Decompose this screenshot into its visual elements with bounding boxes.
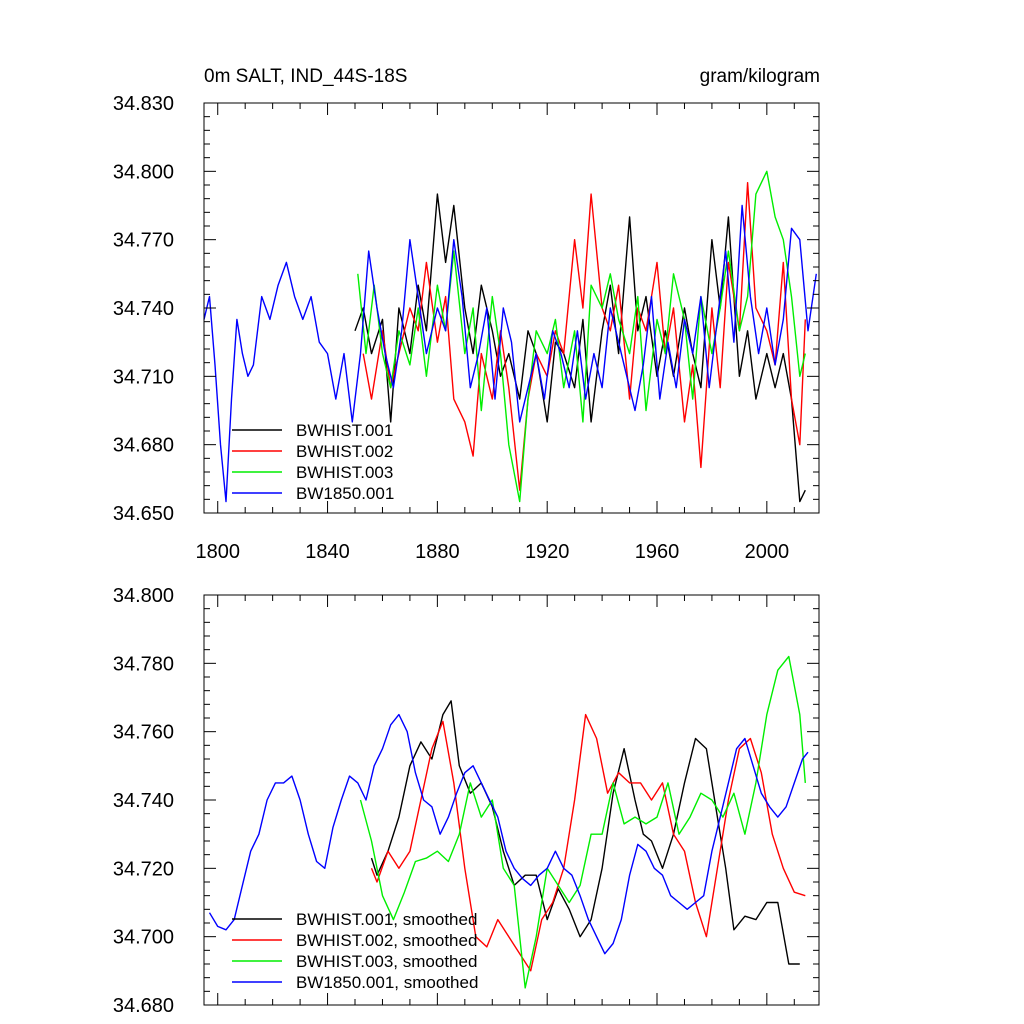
- series-line-3: [359, 655, 806, 989]
- legend-label: BWHIST.003, smoothed: [296, 952, 477, 971]
- series-lines: [203, 170, 817, 503]
- x-tick-label: 1800: [195, 541, 240, 563]
- y-tick-label: 34.780: [113, 653, 174, 675]
- y-tick-label: 34.680: [113, 995, 174, 1017]
- legend-label: BWHIST.002: [296, 442, 393, 461]
- legend-label: BWHIST.003: [296, 463, 393, 482]
- x-tick-label: 1840: [305, 541, 350, 563]
- top-panel: 0m SALT, IND_44S-18S gram/kilogram 34.65…: [113, 66, 820, 563]
- x-tick-label: 2000: [745, 541, 790, 563]
- x-tick-label: 1920: [525, 541, 570, 563]
- legend: BWHIST.001, smoothed BWHIST.002, smoothed…: [232, 910, 478, 992]
- y-tick-label: 34.680: [113, 435, 174, 457]
- y-tick-label: 34.650: [113, 503, 174, 525]
- series-line-4: [208, 713, 809, 955]
- legend: BWHIST.001 BWHIST.002 BWHIST.003 BW1850.001: [232, 421, 394, 503]
- y-tick-label: 34.710: [113, 366, 174, 388]
- y-tick-label: 34.770: [113, 230, 174, 252]
- bottom-panel: 34.680 34.700 34.720 34.740 34.760 34.780 34.8…: [113, 585, 820, 1017]
- series-line-3: [357, 170, 806, 503]
- legend-label: BWHIST.001: [296, 421, 393, 440]
- x-tick-label: 1960: [635, 541, 680, 563]
- series-lines: [208, 655, 809, 989]
- y-tick-label: 34.720: [113, 858, 174, 880]
- legend-label: BWHIST.001, smoothed: [296, 910, 477, 929]
- y-tick-labels: 34.650 34.680 34.710 34.740 34.770 34.800 34.8…: [113, 93, 174, 525]
- y-tick-label: 34.700: [113, 927, 174, 949]
- series-line-4: [203, 204, 817, 503]
- tick-marks: [204, 102, 819, 514]
- x-tick-labels: 1800 1840 1880 1920 1960 2000: [195, 541, 789, 563]
- chart-title-right: gram/kilogram: [700, 66, 820, 87]
- y-tick-label: 34.740: [113, 790, 174, 812]
- y-tick-label: 34.800: [113, 161, 174, 183]
- y-tick-label: 34.830: [113, 93, 174, 115]
- y-tick-label: 34.800: [113, 585, 174, 607]
- x-tick-label: 1880: [415, 541, 460, 563]
- series-line-2: [370, 713, 806, 972]
- tick-marks: [204, 594, 819, 1006]
- chart-title-left: 0m SALT, IND_44S-18S: [204, 66, 407, 87]
- y-tick-labels: 34.680 34.700 34.720 34.740 34.760 34.780 34.8…: [113, 585, 174, 1017]
- series-line-1: [370, 700, 800, 965]
- legend-label: BW1850.001: [296, 484, 394, 503]
- y-tick-label: 34.760: [113, 722, 174, 744]
- legend-label: BWHIST.002, smoothed: [296, 931, 477, 950]
- legend-label: BW1850.001, smoothed: [296, 973, 478, 992]
- y-tick-label: 34.740: [113, 298, 174, 320]
